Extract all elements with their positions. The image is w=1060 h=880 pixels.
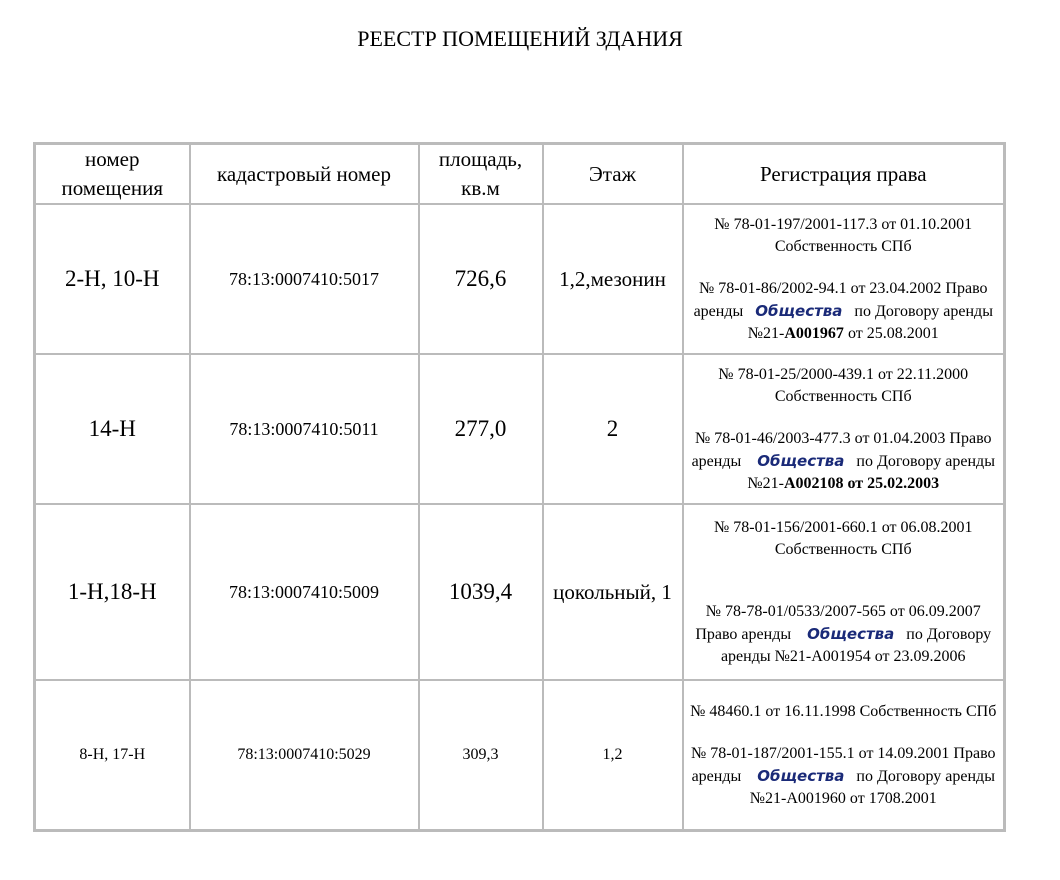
row: 14-Н 78:13:0007410:5011 277,0 2 № 78-01-… (33, 353, 1006, 505)
reg-line: № 78-01-46/2003-477.3 от 01.04.2003 Прав… (690, 428, 998, 495)
row: 1-Н,18-Н 78:13:0007410:5009 1039,4 цокол… (33, 503, 1006, 681)
header-cell: номер помещения (33, 142, 191, 205)
header-cell: Этаж (541, 142, 684, 205)
area: 277,0 (417, 353, 544, 505)
header-cell: площадь, кв.м (417, 142, 544, 205)
reg-line: № 78-01-197/2001-117.3 от 01.10.2001 Соб… (714, 215, 973, 255)
reg-text: № 78-01-187/2001-155.1 от 14.09.2001 Пра… (690, 744, 996, 785)
org: Общества (807, 624, 895, 643)
row: 2-Н, 10-Н 78:13:0007410:5017 726,6 1,2,м… (33, 203, 1006, 355)
cadastral: 78:13:0007410:5011 (188, 353, 420, 505)
reg-line: № 78-01-156/2001-660.1 от 06.08.2001 Соб… (714, 518, 973, 558)
registration: № 78-01-25/2000-439.1 от 22.11.2000 Собс… (681, 353, 1006, 505)
registration: № 78-01-197/2001-117.3 от 01.10.2001 Соб… (681, 203, 1006, 355)
floor: цокольный, 1 (541, 503, 684, 681)
floor: 2 (541, 353, 684, 505)
reg-line: № 78-01-86/2002-94.1 от 23.04.2002 Право… (690, 278, 998, 345)
header-cell: Регистрация права (681, 142, 1006, 205)
registration: № 48460.1 от 16.11.1998 Собственность СП… (681, 679, 1006, 832)
cadastral: 78:13:0007410:5009 (188, 503, 420, 681)
reg-text: № 78-01-46/2003-477.3 от 01.04.2003 Прав… (691, 429, 992, 470)
room: 2-Н, 10-Н (33, 203, 191, 355)
area: 309,3 (417, 679, 544, 832)
reg-line: № 48460.1 от 16.11.1998 Собственность СП… (690, 702, 997, 720)
reg-line: № 78-01-187/2001-155.1 от 14.09.2001 Пра… (690, 743, 998, 810)
reg-line: № 78-01-25/2000-439.1 от 22.11.2000 Собс… (718, 365, 969, 405)
reg-text: № 78-01-86/2002-94.1 от 23.04.2002 Право… (693, 279, 988, 320)
reg-line: № 78-78-01/0533/2007-565 от 06.09.2007 П… (690, 601, 998, 668)
registration: № 78-01-156/2001-660.1 от 06.08.2001 Соб… (681, 503, 1006, 681)
reg-bold: А001967 (784, 324, 844, 342)
floor: 1,2,мезонин (541, 203, 684, 355)
cadastral: 78:13:0007410:5017 (188, 203, 420, 355)
reg-text: № 78-78-01/0533/2007-565 от 06.09.2007 П… (695, 602, 981, 643)
reg-text: по Договору аренды №21-А001960 от 1708.2… (749, 767, 995, 807)
reg-bold: А002108 от 25.02.2003 (783, 474, 940, 492)
title: РЕЕСТР ПОМЕЩЕНИЙ ЗДАНИЯ (357, 26, 683, 51)
registry-table: номер помещения кадастровый номер площад… (33, 142, 1006, 832)
org: Общества (755, 301, 843, 320)
area: 726,6 (417, 203, 544, 355)
area: 1039,4 (417, 503, 544, 681)
reg-text: от 25.08.2001 (847, 324, 939, 342)
org: Общества (757, 451, 845, 470)
row: 8-Н, 17-Н 78:13:0007410:5029 309,3 1,2 №… (33, 679, 1006, 832)
room: 8-Н, 17-Н (33, 679, 191, 832)
room: 1-Н,18-Н (33, 503, 191, 681)
header-row: номер помещения кадастровый номер площад… (33, 142, 1006, 205)
reg-text: по Договору аренды №21- (747, 452, 995, 492)
reg-text: по Договору аренды №21-А001954 от 23.09.… (720, 625, 992, 665)
cadastral: 78:13:0007410:5029 (188, 679, 420, 832)
reg-text: по Договору аренды №21- (747, 302, 993, 342)
room: 14-Н (33, 353, 191, 505)
org: Общества (757, 766, 845, 785)
floor: 1,2 (541, 679, 684, 832)
header-cell: кадастровый номер (188, 142, 420, 205)
